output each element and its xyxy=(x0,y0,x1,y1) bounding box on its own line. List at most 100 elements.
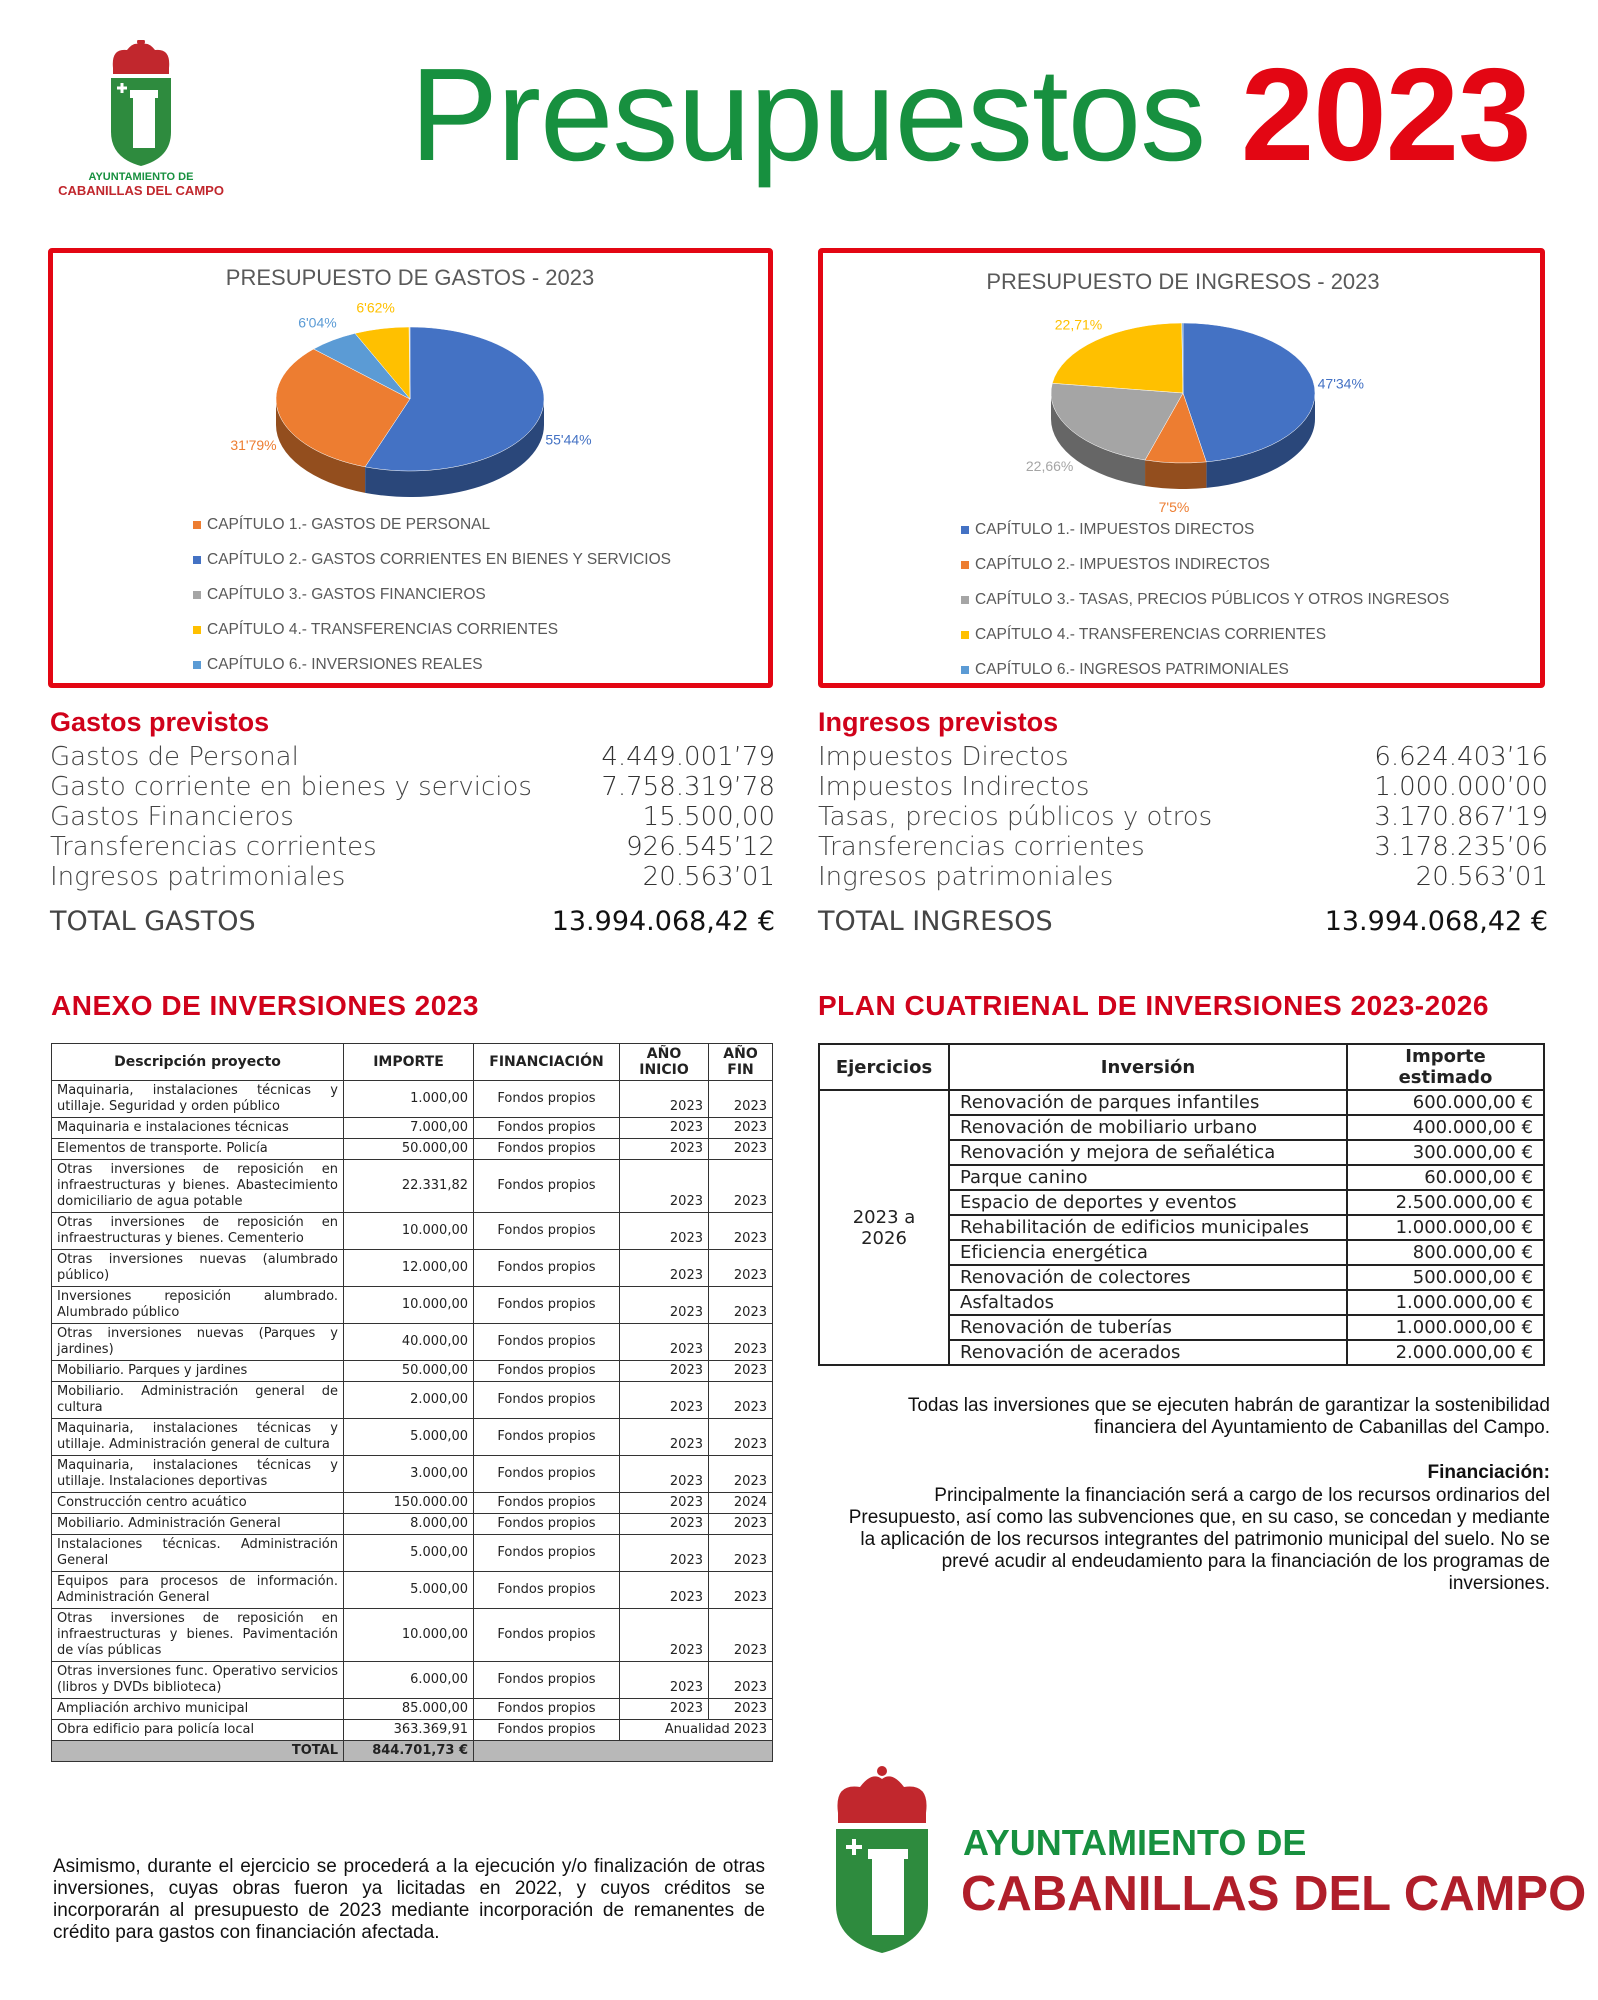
table-row: Obra edificio para policía local 363.369,… xyxy=(51,1719,773,1741)
value-label: 6'62% xyxy=(356,300,394,316)
legend-marker xyxy=(961,561,969,569)
table-cell: Fondos propios xyxy=(473,1719,620,1741)
table-row: Otras inversiones nuevas (Parques y jard… xyxy=(51,1323,773,1361)
table-cell: Renovación de tuberías xyxy=(948,1314,1348,1341)
summary-row: Transferencias corrientes 926.545’12 xyxy=(50,832,775,862)
summary-label: Gastos Financieros xyxy=(50,802,294,832)
table-cell: Fondos propios xyxy=(473,1608,620,1662)
table-cell: Otras inversiones de reposición en infra… xyxy=(51,1608,344,1662)
table-cell: 2.000.000,00 € xyxy=(1346,1339,1545,1366)
pie-slice xyxy=(1182,322,1316,463)
table-cell: 50.000,00 xyxy=(343,1138,474,1160)
table-cell: Equipos para procesos de información. Ad… xyxy=(51,1571,344,1609)
table-cell: Maquinaria, instalaciones técnicas y uti… xyxy=(51,1418,344,1456)
table-row: Ampliación archivo municipal 85.000,00 Fon… xyxy=(51,1698,773,1720)
chart-title: PRESUPUESTO DE INGRESOS - 2023 xyxy=(986,269,1379,294)
table-cell: 6.000,00 xyxy=(343,1661,474,1699)
table-row: Renovación de tuberías 1.000.000,00 € xyxy=(819,1314,1545,1341)
table-row: Maquinaria e instalaciones técnicas 7.000… xyxy=(51,1117,773,1139)
table-cell: 2023 xyxy=(708,1513,773,1535)
table-cell: Eficiencia energética xyxy=(948,1239,1348,1266)
column-header: Descripción proyecto xyxy=(51,1043,344,1081)
table-cell: 5.000,00 xyxy=(343,1571,474,1609)
table-cell: 2023 xyxy=(708,1608,773,1662)
table-cell: 2023 xyxy=(619,1534,709,1572)
table-cell: Mobiliario. Parques y jardines xyxy=(51,1360,344,1382)
table-row: Otras inversiones nuevas (alumbrado públ… xyxy=(51,1249,773,1287)
pie-slice xyxy=(313,333,411,400)
table-cell: Fondos propios xyxy=(473,1455,620,1493)
table-cell: 2023 xyxy=(708,1571,773,1609)
summary-row: Gastos Financieros 15.500,00 xyxy=(50,802,775,832)
legend-marker xyxy=(961,526,969,534)
summary-row: Impuestos Indirectos 1.000.000’00 xyxy=(818,772,1548,802)
table-cell: 50.000,00 xyxy=(343,1360,474,1382)
chart-box: PRESUPUESTO DE GASTOS - 2023 31'79% 55'44%… xyxy=(48,248,773,688)
title-year: 2023 xyxy=(1240,41,1532,188)
table-row: Mobiliario. Administración general de cu… xyxy=(51,1381,773,1419)
table-cell: 2023 xyxy=(619,1286,709,1324)
table-cell: Ampliación archivo municipal xyxy=(51,1698,344,1720)
chart-box: PRESUPUESTO DE INGRESOS - 2023 47'34% 7'5%… xyxy=(818,248,1545,688)
table-cell: 2023 xyxy=(708,1534,773,1572)
table-row: Mobiliario. Administración General 8.000,… xyxy=(51,1513,773,1535)
table-cell: 7.000,00 xyxy=(343,1117,474,1139)
table-cell: 800.000,00 € xyxy=(1346,1239,1545,1266)
table-cell: 10.000,00 xyxy=(343,1286,474,1324)
legend-marker xyxy=(961,631,969,639)
value-label: 22,71% xyxy=(1055,316,1102,332)
table-cell: 2023 xyxy=(619,1571,709,1609)
table-cell: Asfaltados xyxy=(948,1289,1348,1316)
summary-value: 6.624.403’16 xyxy=(1374,742,1548,772)
table-row: Maquinaria, instalaciones técnicas y uti… xyxy=(51,1080,773,1118)
table-row: Otras inversiones func. Operativo servic… xyxy=(51,1661,773,1699)
table-cell: Fondos propios xyxy=(473,1571,620,1609)
table-row: 2023 a 2026 Renovación de parques infanti… xyxy=(818,1089,1545,1366)
table-cell: Otras inversiones de reposición en infra… xyxy=(51,1159,344,1213)
table-row: Otras inversiones de reposición en infra… xyxy=(51,1608,773,1662)
table-cell: Otras inversiones de reposición en infra… xyxy=(51,1212,344,1250)
table-cell: 2023 xyxy=(708,1249,773,1287)
pie-slice xyxy=(275,348,411,468)
chart-title: PRESUPUESTO DE GASTOS - 2023 xyxy=(226,265,594,290)
table-cell: Parque canino xyxy=(948,1164,1348,1191)
table-cell: 600.000,00 € xyxy=(1346,1089,1545,1116)
investment-table: Descripción proyecto IMPORTE FINANCIACIÓN A… xyxy=(51,1043,773,1762)
column-header: Importe estimado xyxy=(1346,1043,1545,1091)
table-cell: Instalaciones técnicas. Administración G… xyxy=(51,1534,344,1572)
table-row: Equipos para procesos de información. Ad… xyxy=(51,1571,773,1609)
logo-small: AYUNTAMIENTO DE CABANILLAS DEL CAMPO xyxy=(58,40,224,198)
legend-marker xyxy=(961,596,969,604)
table-cell: Renovación de colectores xyxy=(948,1264,1348,1291)
table-cell: Mobiliario. Administración General xyxy=(51,1513,344,1535)
value-label: 55'44% xyxy=(545,431,591,447)
table-cell: Otras inversiones func. Operativo servic… xyxy=(51,1661,344,1699)
footer-line1: AYUNTAMIENTO DE xyxy=(963,1822,1307,1863)
summary-label: Ingresos patrimoniales xyxy=(50,862,346,892)
total-label: TOTAL INGRESOS xyxy=(818,906,1053,937)
value-label: 7'5% xyxy=(1159,499,1190,515)
column-header: AÑO INICIO xyxy=(619,1043,709,1081)
pie-chart: PRESUPUESTO DE GASTOS - 2023 31'79% 55'44%… xyxy=(193,265,671,673)
table-cell: 2023 xyxy=(619,1661,709,1699)
table-cell: Fondos propios xyxy=(473,1249,620,1287)
total-value: 844.701,73 € xyxy=(343,1740,474,1762)
table-cell: 2023 xyxy=(708,1360,773,1382)
summary-value: 3.170.867’19 xyxy=(1374,802,1548,832)
table-row: Eficiencia energética 800.000,00 € xyxy=(819,1239,1545,1266)
legend-label: CAPÍTULO 1.- IMPUESTOS DIRECTOS xyxy=(975,521,1254,538)
table-row: Otras inversiones de reposición en infra… xyxy=(51,1159,773,1213)
table-row: Rehabilitación de edificios municipales 1… xyxy=(819,1214,1545,1241)
table-cell: 1.000,00 xyxy=(343,1080,474,1118)
table-cell: 150.000.00 xyxy=(343,1492,474,1514)
section-title: PLAN CUATRIENAL DE INVERSIONES 2023-2026 xyxy=(818,990,1489,1021)
total-row: TOTAL 844.701,73 € xyxy=(51,1740,773,1762)
legend-marker xyxy=(961,666,969,674)
pie-slice xyxy=(1050,382,1184,461)
table-cell: Renovación de acerados xyxy=(948,1339,1348,1366)
table-cell: Maquinaria e instalaciones técnicas xyxy=(51,1117,344,1139)
pie-chart: PRESUPUESTO DE INGRESOS - 2023 47'34% 7'5%… xyxy=(961,269,1449,678)
table-cell: 2023 xyxy=(708,1117,773,1139)
summary-row: Gastos de Personal 4.449.001’79 xyxy=(50,742,775,772)
